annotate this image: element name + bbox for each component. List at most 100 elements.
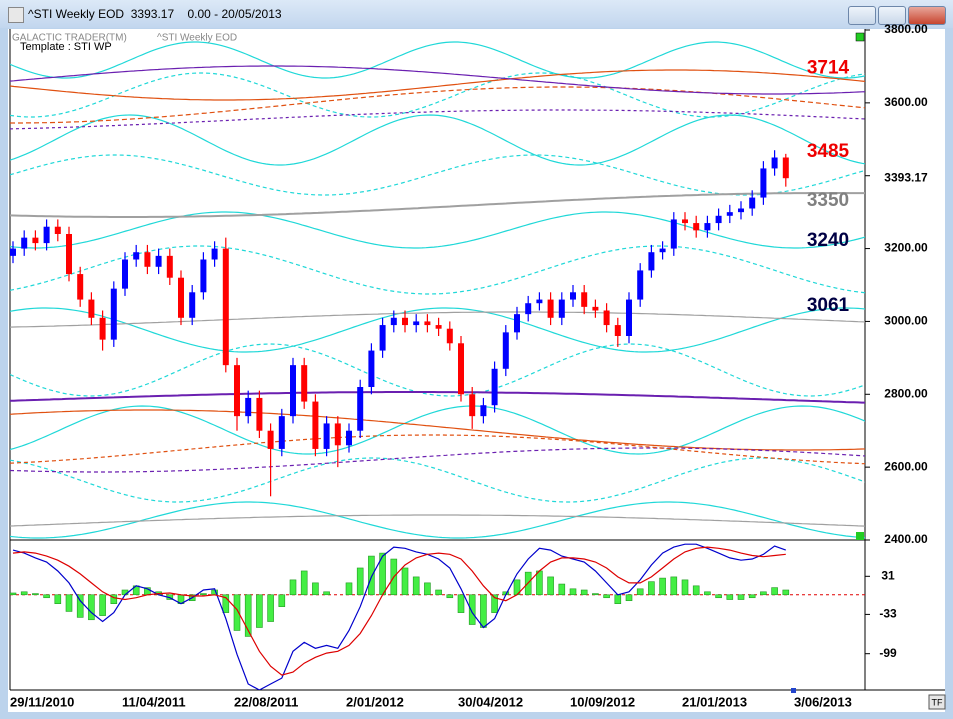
histogram-bar <box>222 594 230 613</box>
y-tick-label: 31 <box>881 568 895 582</box>
histogram-bar <box>659 577 666 596</box>
candle-body <box>278 416 285 449</box>
candle-body <box>346 430 352 446</box>
candle-body <box>222 248 229 366</box>
y-tick-label: 3200.00 <box>884 241 928 255</box>
candle-body <box>446 328 453 344</box>
x-tick-label: 22/08/2011 <box>234 694 298 709</box>
cycle-curve <box>10 109 865 130</box>
level-label: 3240 <box>807 230 849 251</box>
cycle-curve <box>10 447 865 473</box>
candle-body <box>166 255 173 278</box>
histogram-bar <box>760 591 767 596</box>
candle-body <box>592 306 599 311</box>
indicator-line <box>12 546 786 676</box>
histogram-bar <box>32 593 39 596</box>
candle-body <box>256 397 263 431</box>
histogram-bar <box>614 594 622 604</box>
histogram-bar <box>300 570 308 596</box>
histogram-bar <box>692 585 700 596</box>
cycle-curve <box>10 72 865 118</box>
histogram-bar <box>580 589 588 596</box>
candle-body <box>726 212 733 216</box>
candle-body <box>390 317 397 326</box>
tf-label[interactable]: TF <box>932 697 943 707</box>
candle-body <box>21 237 28 249</box>
histogram-bar <box>244 594 252 637</box>
histogram-bar <box>65 594 73 612</box>
candle-body <box>637 270 644 300</box>
histogram-bar <box>412 576 420 596</box>
histogram-bar <box>480 594 487 628</box>
candle-body <box>693 223 700 231</box>
histogram-bar <box>491 594 498 613</box>
y-tick-label: 3000.00 <box>884 314 928 328</box>
candle-body <box>502 332 509 369</box>
candle-body <box>189 292 196 318</box>
candle-body <box>66 234 72 275</box>
candle-body <box>368 350 375 387</box>
x-tick-label: 21/01/2013 <box>682 694 747 709</box>
candle-body <box>458 343 464 395</box>
histogram-bar <box>76 594 84 618</box>
candle-body <box>525 303 532 315</box>
candle-body <box>200 259 207 293</box>
tf-button[interactable] <box>928 694 946 710</box>
title-bar: ^STI Weekly EOD 3393.17 0.00 - 20/05/201… <box>0 0 953 28</box>
histogram-bar <box>748 594 756 599</box>
scroll-marker <box>791 688 796 693</box>
candle-body <box>704 223 711 231</box>
candle-body <box>245 397 252 417</box>
histogram-bar <box>401 567 409 596</box>
candle-body <box>379 325 386 351</box>
cycle-curve <box>10 192 865 218</box>
histogram-bar <box>110 594 118 604</box>
candle-body <box>155 255 162 267</box>
x-tick-label: 2/01/2012 <box>346 694 404 709</box>
candle-body <box>43 226 50 244</box>
candle-body <box>144 252 151 267</box>
indicator-panel <box>10 543 865 690</box>
y-tick-label: -99 <box>879 646 897 660</box>
candle-body <box>32 237 39 244</box>
histogram-bar <box>200 593 207 596</box>
brand-label: GALACTIC TRADER(TM) <box>12 33 127 44</box>
cycle-curve <box>10 245 865 295</box>
x-tick-label: 3/06/2013 <box>794 694 852 709</box>
histogram-bar <box>636 588 644 596</box>
close-button[interactable] <box>908 6 946 25</box>
candle-body <box>435 325 442 329</box>
candle-body <box>581 292 588 307</box>
candle-body <box>110 288 117 340</box>
histogram-bar <box>256 594 263 628</box>
panel-marker[interactable] <box>856 532 864 540</box>
candle-body <box>178 277 184 318</box>
candle-body <box>782 157 789 179</box>
level-label: 3485 <box>807 141 850 162</box>
histogram-bar <box>558 583 566 596</box>
histogram-bar <box>356 567 364 596</box>
candle-body <box>402 317 408 326</box>
histogram-bar <box>99 594 106 616</box>
panel-marker[interactable] <box>855 32 865 42</box>
app-icon <box>8 7 24 23</box>
histogram-bar <box>345 582 353 596</box>
histogram-bar <box>312 582 319 596</box>
y-tick-label: 3600.00 <box>884 95 928 109</box>
candle-body <box>424 321 431 326</box>
minimize-button[interactable] <box>848 6 876 25</box>
candle-body <box>211 248 218 260</box>
candle-body <box>88 299 95 318</box>
candle-body <box>749 197 756 209</box>
y-tick-label: 2400.00 <box>884 532 928 546</box>
y-tick-label: 2800.00 <box>884 386 928 400</box>
candle-body <box>54 226 61 234</box>
histogram-bar <box>88 594 95 621</box>
histogram-bar <box>771 587 778 596</box>
x-tick-label: 10/09/2012 <box>570 694 635 709</box>
maximize-button[interactable] <box>878 6 906 25</box>
histogram-bar <box>715 594 722 599</box>
y-tick-label: -33 <box>879 607 897 621</box>
